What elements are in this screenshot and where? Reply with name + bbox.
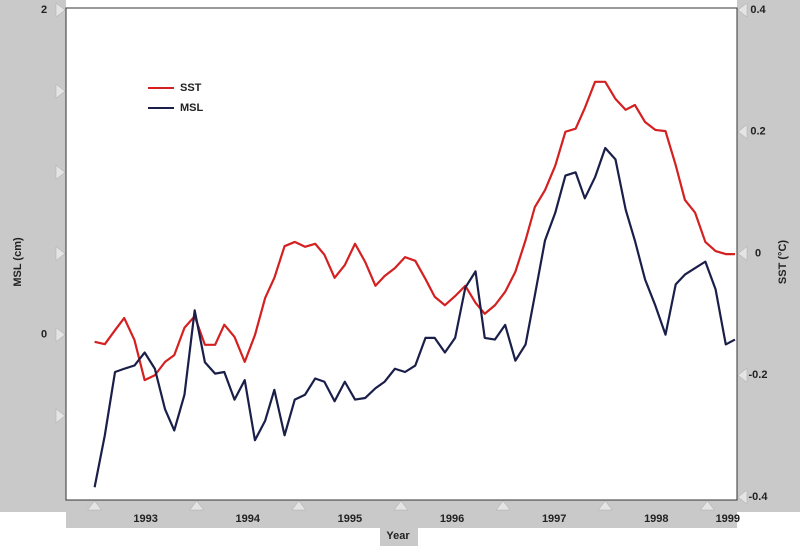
x-tick-mark — [87, 500, 103, 511]
x-tick-label: 1999 — [716, 513, 740, 525]
y-tick-mark — [55, 327, 66, 343]
y-tick-label: 2 — [41, 4, 47, 16]
x-tick-mark — [291, 500, 307, 511]
y-tick-mark — [55, 2, 66, 18]
y-minor-tick — [55, 164, 66, 180]
legend — [140, 74, 222, 120]
y2-tick-label: 0.2 — [750, 126, 765, 138]
series-line — [93, 146, 736, 488]
legend-label: SST — [180, 82, 202, 94]
x-tick-mark — [699, 500, 715, 511]
y2-tick-mark — [737, 367, 748, 383]
y2-axis-label: SST (°C) — [777, 240, 789, 284]
y-tick-label: 0 — [41, 329, 47, 341]
y2-tick-mark — [737, 124, 748, 140]
y2-tick-mark — [737, 245, 748, 262]
y2-tick-label: 0.4 — [750, 4, 766, 16]
x-tick-label: 1996 — [440, 513, 464, 525]
y2-tick-mark — [737, 2, 748, 18]
x-tick-label: 1995 — [338, 513, 362, 525]
y2-tick-label: 0 — [755, 247, 761, 259]
y-minor-tick — [55, 83, 66, 99]
y2-tick-mark — [737, 489, 748, 505]
x-tick-mark — [597, 500, 613, 511]
y2-tick-label: -0.4 — [749, 491, 769, 503]
left-band — [0, 0, 66, 512]
x-axis-label: Year — [386, 530, 410, 542]
x-tick-label: 1994 — [236, 513, 261, 525]
x-tick-label: 1993 — [133, 513, 157, 525]
x-tick-mark — [393, 500, 409, 511]
x-tick-mark — [495, 500, 511, 511]
x-tick-label: 1998 — [644, 513, 668, 525]
x-tick-mark — [189, 500, 205, 511]
xlabel-tab — [380, 526, 418, 546]
right-band — [737, 0, 800, 512]
series-line — [94, 80, 735, 382]
legend-label: MSL — [180, 102, 204, 114]
y-minor-tick — [55, 408, 66, 424]
x-tick-label: 1997 — [542, 513, 566, 525]
y2-tick-label: -0.2 — [749, 369, 768, 381]
y-axis-label: MSL (cm) — [12, 237, 24, 287]
y-minor-tick — [55, 245, 66, 262]
